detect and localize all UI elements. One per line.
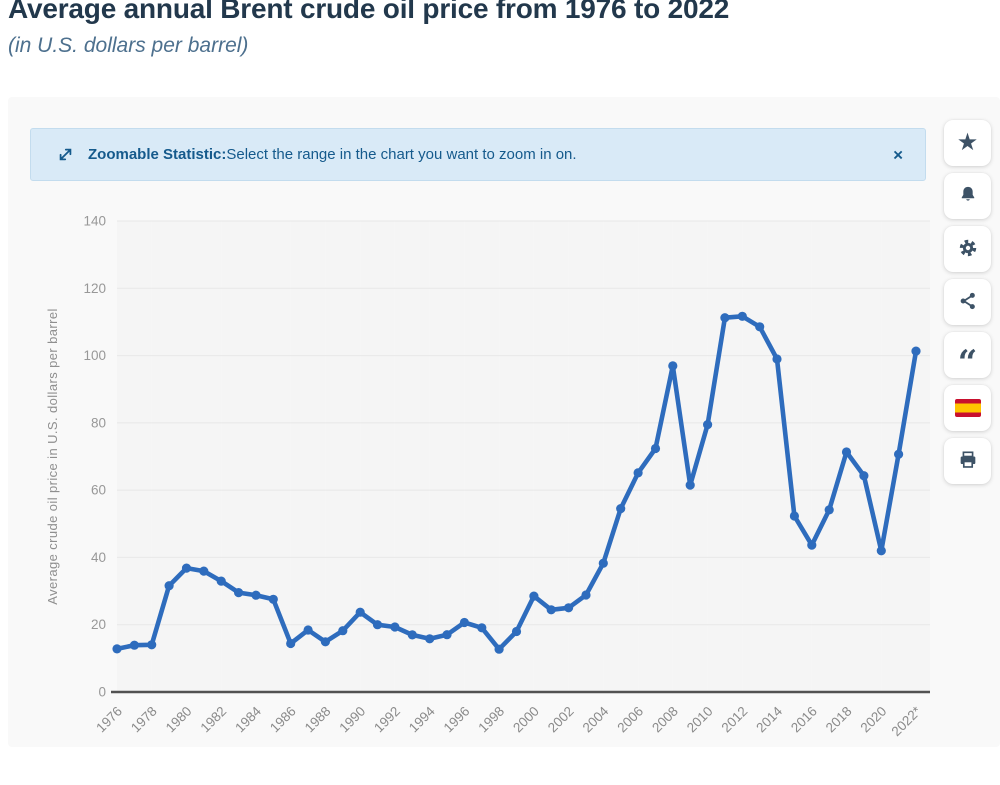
svg-text:2002: 2002 (545, 704, 577, 736)
settings-button[interactable] (944, 226, 991, 272)
svg-text:140: 140 (83, 214, 106, 229)
page-title: Average annual Brent crude oil price fro… (8, 0, 730, 24)
svg-text:2006: 2006 (614, 704, 646, 736)
spanish-version-button[interactable] (944, 385, 991, 431)
star-icon: ★ (956, 129, 979, 156)
svg-text:1984: 1984 (232, 703, 264, 735)
svg-text:0: 0 (98, 685, 106, 700)
svg-text:60: 60 (91, 483, 106, 498)
svg-text:2012: 2012 (719, 704, 751, 736)
svg-text:20: 20 (91, 617, 106, 632)
printer-icon (957, 449, 979, 474)
svg-text:120: 120 (83, 281, 106, 296)
svg-text:2008: 2008 (649, 704, 681, 736)
spain-flag-icon (954, 399, 981, 417)
svg-text:1980: 1980 (163, 704, 195, 736)
svg-text:1988: 1988 (302, 704, 334, 736)
cite-button[interactable]: “ (944, 332, 991, 384)
banner-text: Select the range in the chart you want t… (226, 146, 577, 163)
svg-text:1996: 1996 (441, 704, 473, 736)
svg-text:1978: 1978 (128, 704, 160, 736)
svg-text:2014: 2014 (753, 703, 785, 735)
svg-text:2010: 2010 (684, 704, 716, 736)
svg-text:2020: 2020 (858, 704, 890, 736)
svg-text:1986: 1986 (267, 704, 299, 736)
svg-text:2018: 2018 (823, 704, 855, 736)
banner-bold-label: Zoomable Statistic: (88, 146, 227, 163)
banner-close-button[interactable]: × (887, 140, 909, 169)
print-button[interactable] (944, 438, 991, 484)
svg-text:80: 80 (91, 415, 106, 430)
zoom-expand-icon (57, 146, 74, 163)
favorite-button[interactable]: ★ (944, 120, 991, 166)
banner-message: Zoomable Statistic:Select the range in t… (88, 146, 577, 163)
gear-icon (957, 237, 979, 262)
page-header: Average annual Brent crude oil price fro… (8, 0, 958, 58)
svg-text:2022*: 2022* (889, 703, 925, 739)
svg-text:1982: 1982 (197, 704, 229, 736)
svg-text:1998: 1998 (475, 704, 507, 736)
svg-text:Average crude oil price in U.S: Average crude oil price in U.S. dollars … (45, 308, 60, 605)
action-toolbar: ★ (944, 120, 991, 491)
page-subtitle: (in U.S. dollars per barrel) (8, 33, 249, 57)
share-button[interactable] (944, 279, 991, 325)
statistic-container: Zoomable Statistic:Select the range in t… (8, 97, 1000, 747)
svg-text:1990: 1990 (336, 704, 368, 736)
svg-text:1992: 1992 (371, 704, 403, 736)
bell-icon (957, 184, 979, 209)
alerts-button[interactable] (944, 173, 991, 219)
svg-text:1994: 1994 (406, 703, 438, 735)
svg-text:2016: 2016 (788, 704, 820, 736)
svg-text:2000: 2000 (510, 704, 542, 736)
share-icon (958, 291, 978, 314)
svg-text:40: 40 (91, 550, 106, 565)
svg-text:100: 100 (83, 348, 106, 363)
svg-text:1976: 1976 (93, 704, 125, 736)
zoomable-banner: Zoomable Statistic:Select the range in t… (30, 128, 926, 181)
svg-text:2004: 2004 (580, 703, 612, 735)
quote-icon: “ (957, 343, 978, 384)
